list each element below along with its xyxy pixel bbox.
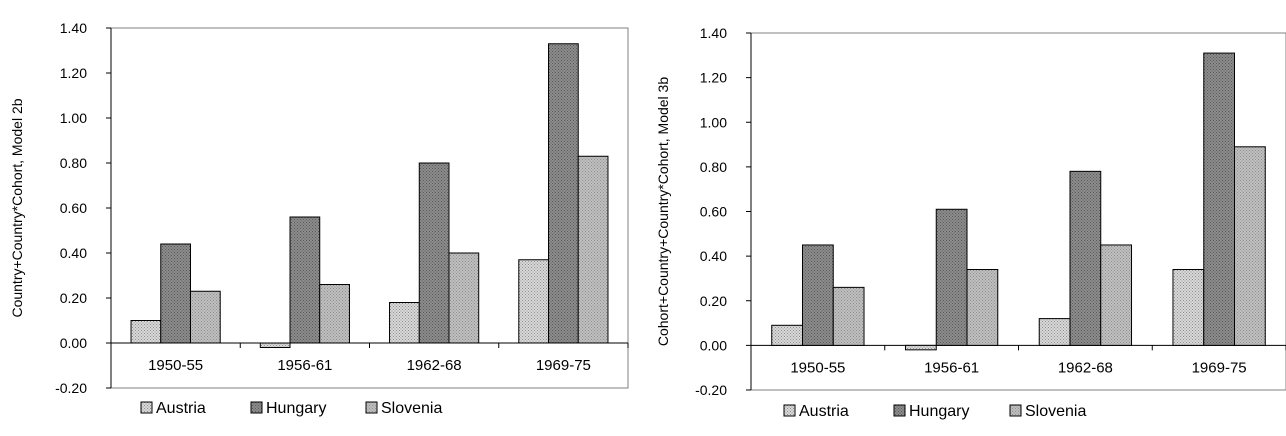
y-tick-label: 0.80: [700, 159, 727, 175]
y-tick-label: -0.20: [695, 382, 727, 398]
legend-swatch-austria: [783, 404, 796, 417]
y-axis-label: Cohort+Country+Country*Cohort, Model 3b: [655, 77, 671, 346]
bar-hungary-1950-55: [801, 244, 834, 346]
y-tick-label: 1.20: [700, 70, 727, 86]
x-tick-label: 1950-55: [790, 359, 845, 376]
bar-hungary-1962-68: [1069, 170, 1102, 346]
legend-label-slovenia: Slovenia: [381, 400, 442, 417]
x-tick-label: 1950-55: [148, 357, 203, 374]
bar-austria-1969-75: [518, 259, 550, 344]
bar-slovenia-1956-61: [966, 269, 999, 346]
y-tick-label: 1.40: [60, 20, 87, 36]
y-tick-label: 1.00: [60, 110, 87, 126]
bar-hungary-1969-75: [548, 43, 579, 344]
y-tick-label: 1.20: [60, 65, 87, 81]
legend-label-slovenia: Slovenia: [1025, 403, 1086, 420]
bar-hungary-1950-55: [160, 243, 191, 344]
legend-label-hungary: Hungary: [909, 403, 969, 420]
y-tick-label: 0.00: [700, 337, 727, 353]
bar-austria-1962-68: [389, 302, 420, 344]
chart-right: 1.40 1.20 1.00 0.80 0.60 0.40 0.20 0.00 -0.20 195…: [655, 25, 1286, 420]
legend-label-austria: Austria: [156, 400, 206, 417]
y-tick-label: 0.00: [60, 335, 87, 351]
legend-label-austria: Austria: [799, 403, 849, 420]
y-tick-label: 0.20: [700, 293, 727, 309]
bar-austria-1956-61: [259, 342, 291, 348]
legend-swatch-slovenia: [1009, 404, 1022, 417]
bar-slovenia-1969-75: [1234, 146, 1266, 346]
y-tick-label: 0.60: [60, 200, 87, 216]
bar-slovenia-1956-61: [319, 284, 350, 344]
chart-left: 1.40 1.20 1.00 0.80 0.60 0.40 0.20 0.00 -0.20 195…: [9, 20, 629, 417]
y-tick-label: 0.40: [60, 245, 87, 261]
x-tick-label: 1969-75: [536, 357, 591, 374]
bar-slovenia-1950-55: [832, 286, 865, 346]
bar-hungary-1956-61: [289, 216, 321, 344]
y-tick-label: 0.60: [700, 204, 727, 220]
bar-slovenia-1969-75: [577, 155, 609, 344]
bar-austria-1962-68: [1038, 318, 1071, 346]
x-tick-label: 1956-61: [277, 357, 332, 374]
legend-swatch-austria: [140, 401, 153, 414]
x-tick-label: 1962-68: [407, 357, 462, 374]
x-tick-label: 1956-61: [924, 359, 979, 376]
legend-swatch-hungary: [250, 401, 263, 414]
y-tick-label: 0.80: [60, 155, 87, 171]
bar-austria-1950-55: [130, 320, 162, 344]
y-tick-label: 1.40: [700, 25, 727, 41]
bar-austria-1956-61: [904, 344, 937, 351]
bar-slovenia-1962-68: [1100, 244, 1133, 346]
y-tick-label: -0.20: [55, 380, 87, 396]
y-tick-label: 0.40: [700, 248, 727, 264]
bar-slovenia-1950-55: [189, 290, 221, 344]
bar-hungary-1962-68: [418, 162, 450, 344]
bar-austria-1969-75: [1172, 269, 1205, 346]
bar-hungary-1956-61: [935, 208, 968, 346]
legend-label-hungary: Hungary: [266, 400, 326, 417]
y-tick-label: 0.20: [60, 290, 87, 306]
bar-slovenia-1962-68: [448, 252, 480, 344]
bar-hungary-1969-75: [1203, 52, 1236, 346]
x-tick-label: 1969-75: [1192, 359, 1247, 376]
legend-swatch-hungary: [893, 404, 906, 417]
x-tick-label: 1962-68: [1058, 359, 1113, 376]
y-tick-label: 1.00: [700, 114, 727, 130]
bar-austria-1950-55: [771, 324, 803, 346]
y-axis-label: Country+Country*Cohort, Model 2b: [9, 98, 25, 317]
legend-swatch-slovenia: [365, 401, 378, 414]
